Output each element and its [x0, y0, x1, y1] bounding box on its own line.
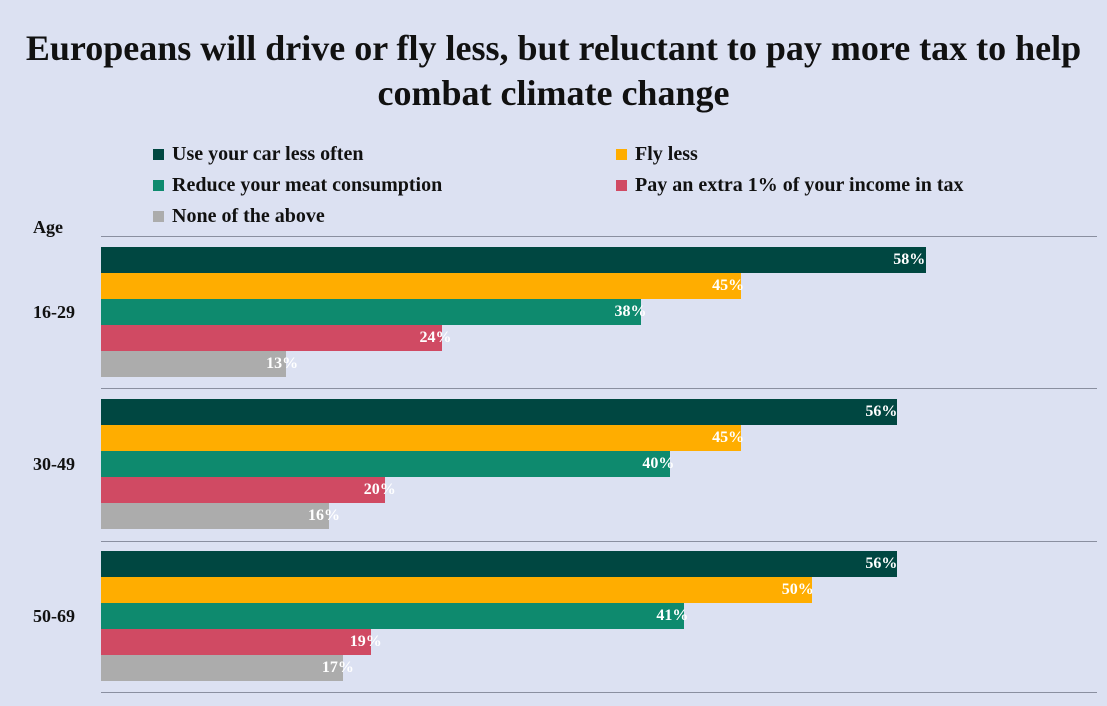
group-divider: [101, 541, 1097, 542]
bar-tax-16-29: [101, 325, 443, 351]
legend-item-fly: Fly less: [616, 142, 698, 166]
legend-item-meat: Reduce your meat consumption: [153, 173, 442, 197]
legend-label-meat: Reduce your meat consumption: [172, 173, 443, 196]
bar-none-16-29: [101, 351, 286, 377]
legend-swatch-tax: [616, 179, 627, 191]
bar-car-50-69: [101, 551, 898, 577]
bar-car-16-29: [101, 247, 926, 273]
legend-swatch-car: [153, 148, 164, 160]
bar-meat-50-69: [101, 603, 685, 629]
legend-label-fly: Fly less: [635, 142, 698, 165]
legend-swatch-meat: [153, 179, 164, 191]
legend-label-tax: Pay an extra 1% of your income in tax: [635, 173, 964, 196]
axis-title-age: Age: [33, 217, 63, 237]
group-label-30-49: 30-49: [33, 454, 75, 474]
bar-tax-30-49: [101, 477, 386, 503]
bar-none-30-49: [101, 503, 329, 529]
bar-tax-50-69: [101, 629, 372, 655]
legend-item-tax: Pay an extra 1% of your income in tax: [616, 173, 964, 197]
chart-title: Europeans will drive or fly less, but re…: [25, 28, 1082, 113]
legend-item-none: None of the above: [153, 204, 325, 228]
group-label-50-69: 50-69: [33, 606, 75, 626]
bar-fly-50-69: [101, 577, 812, 603]
legend-swatch-none: [153, 210, 164, 222]
group-divider: [101, 692, 1097, 693]
group-divider: [101, 236, 1097, 237]
legend-label-none: None of the above: [172, 204, 325, 227]
group-label-16-29: 16-29: [33, 302, 75, 322]
bar-fly-30-49: [101, 425, 741, 451]
bar-meat-16-29: [101, 299, 642, 325]
group-divider: [101, 388, 1097, 389]
bar-meat-30-49: [101, 451, 670, 477]
bar-fly-16-29: [101, 273, 741, 299]
bar-none-50-69: [101, 655, 343, 681]
bar-car-30-49: [101, 399, 898, 425]
legend-swatch-fly: [616, 148, 627, 160]
legend-label-car: Use your car less often: [172, 142, 364, 165]
legend-item-car: Use your car less often: [153, 142, 363, 166]
